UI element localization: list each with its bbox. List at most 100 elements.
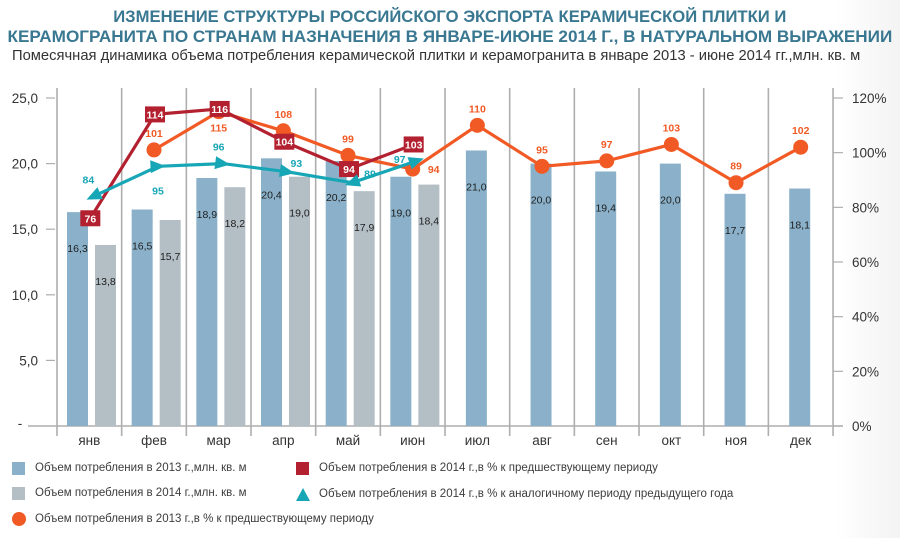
point-2014-percent-yoy-label: 93 [291,158,303,170]
bar-2014 [418,184,440,426]
bar-2013 [659,163,681,426]
point-2014-percent-prev-label: 103 [405,139,423,151]
x-tick-label: июн [400,433,425,448]
legend-circle-icon [12,512,26,526]
bar-2013 [724,193,746,426]
y-left-tick-label: 20,0 [12,157,38,172]
point-2014-percent-prev-label: 116 [211,104,228,116]
bar-2013 [67,212,88,426]
y-left-tick-label: 5,0 [19,353,38,368]
x-tick-label: дек [790,433,811,448]
point-2014-percent-prev [209,100,230,117]
legend-label: Объем потребления в 2013 г.,млн. кв. м [35,462,247,474]
bar-2013-value-label: 19,0 [391,208,412,220]
bars: 16,3 16,5 18,9 20,4 20,2 19,0 21,0 20,0 19,4 20,0… [67,150,811,427]
point-2014-percent-prev [403,136,424,153]
bar-2013-value-label: 20,4 [261,189,282,201]
legend-item-2014-percent-prev: Объем потребления в 2014 г.,в % к предше… [296,460,658,476]
point-2014-percent-yoy-label: 89 [364,169,376,181]
point-2014-percent-prev-label: 104 [276,137,294,149]
point-2013-percent-prev [405,161,421,177]
bar-2013-value-label: 20,0 [660,195,681,207]
point-2014-percent-yoy-label: 96 [213,142,225,154]
y-right-tick-label: 20% [852,364,879,379]
x-tick-label: апр [272,433,294,448]
point-2014-percent-prev-label: 114 [147,109,164,121]
x-tick-label: фев [141,433,167,448]
y-right-tick-label: 100% [852,146,887,161]
point-2013-percent-prev [663,136,679,152]
legend-swatch-gray-square [12,486,25,500]
bar-2014-value-label: 17,9 [354,222,375,234]
point-2014-percent-yoy-label: 95 [152,185,164,197]
bar-2013-value-label: 20,0 [531,195,552,207]
bar-2013-value-label: 18,1 [789,220,810,232]
y-right-tick-label: 40% [852,310,879,325]
point-2014-percent-prev-label: 94 [343,164,355,176]
line-2014-percent-yoy [92,159,418,198]
legend-item-2013-volume: Объем потребления в 2013 г.,млн. кв. м [12,460,247,476]
x-tick-label: авг [532,433,552,448]
point-2013-percent-prev [469,117,485,133]
bar-2014-value-label: 13,8 [95,276,116,288]
x-tick-label: янв [78,433,100,448]
legend-label: Объем потребления в 2014 г.,в % к предше… [319,462,658,474]
y-right-tick-label: 0% [852,419,872,434]
y-left-tick-label: 15,0 [12,222,38,237]
point-2013-percent-prev-label: 102 [792,125,810,137]
y-left-tick-label: 25,0 [12,91,38,106]
x-tick-label: окт [661,433,681,448]
bar-2013 [261,158,283,427]
bar-2013-value-label: 16,5 [132,241,153,253]
y-right-tick-label: 60% [852,255,879,270]
point-2014-percent-prev [145,106,166,123]
y-right-tick-label: 120% [852,91,887,106]
bar-2013-value-label: 16,3 [67,243,88,255]
point-2013-percent-prev-label: 101 [145,128,163,140]
y-right-tick-label: 80% [852,200,879,215]
chart-subtitle: Помесячная динамика объема потребления к… [12,47,861,64]
bar-2014 [353,191,375,426]
point-2014-percent-yoy-triangle [344,174,362,187]
bar-2013 [325,160,347,426]
point-2014-percent-yoy-label: 97 [394,154,406,166]
x-tick-label: сен [596,433,618,448]
point-2013-percent-prev [599,153,615,169]
point-2013-percent-prev-label: 108 [275,109,293,121]
x-tick-label: май [336,433,360,448]
point-2014-percent-yoy-triangle [278,164,295,177]
bar-2013 [196,178,218,426]
bar-2014-value-label: 15,7 [160,251,181,263]
line-2014-percent-prev [88,107,415,220]
bar-2014-value-label: 18,2 [225,218,246,230]
bar-2013 [465,150,487,427]
point-2014-percent-yoy-label: 84 [82,174,94,186]
point-2013-percent-prev [793,139,809,155]
title-line-1: ИЗМЕНЕНИЕ СТРУКТУРЫ РОССИЙСКОГО ЭКСПОРТА… [0,7,900,27]
bar-2013 [131,209,153,426]
bar-2014-value-label: 19,0 [289,208,310,220]
point-2013-percent-prev-label: 110 [469,103,486,115]
point-2014-percent-yoy-triangle [407,157,424,170]
y-left-tick-label: - [18,416,23,431]
point-2014-percent-prev-label: 76 [84,213,96,225]
bar-2014 [224,187,246,426]
point-2013-percent-prev-label: 115 [210,123,227,135]
point-2013-percent-prev [534,158,550,174]
point-2014-percent-yoy-triangle [214,156,231,170]
chart-title: ИЗМЕНЕНИЕ СТРУКТУРЫ РОССИЙСКОГО ЭКСПОРТА… [0,7,900,47]
legend-square-icon [296,461,309,475]
legend-label: Объем потребления в 2013 г.,в % к предше… [35,513,374,525]
point-2013-percent-prev-label: 97 [601,139,613,151]
x-tick-label: ноя [725,433,747,448]
bar-2013-value-label: 19,4 [595,202,616,214]
bar-2013 [595,171,617,426]
bar-2014 [289,176,311,426]
bar-2014-value-label: 18,4 [419,216,440,228]
point-2013-percent-prev-label: 99 [342,133,354,145]
bar-2013 [390,176,412,426]
bar-2013-value-label: 18,9 [197,209,218,221]
point-2013-percent-prev-label: 95 [536,144,548,156]
legend-label: Объем потребления в 2014 г.,в % к аналог… [319,488,734,500]
x-tick-label: мар [207,433,231,448]
